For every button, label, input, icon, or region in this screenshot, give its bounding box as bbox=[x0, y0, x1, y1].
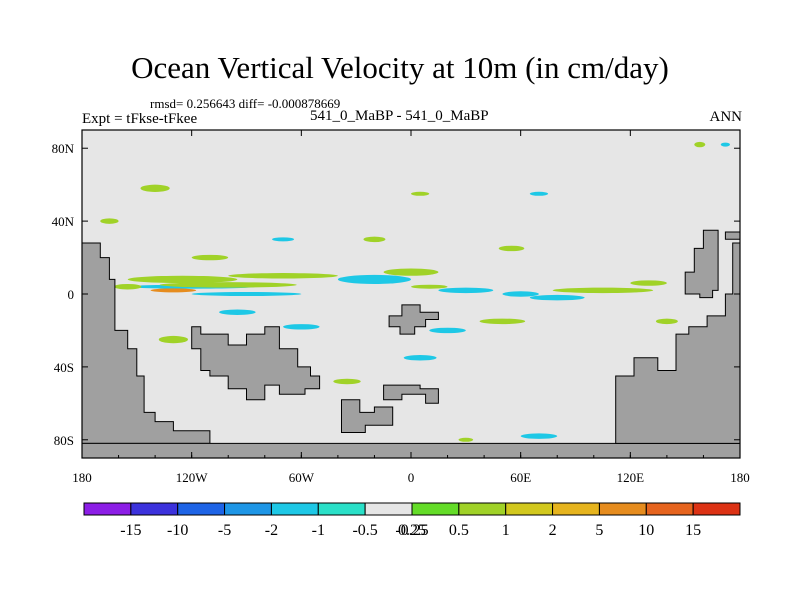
velocity-patch-22 bbox=[283, 324, 320, 330]
velocity-patch-11 bbox=[411, 284, 448, 289]
colorbar-label-8: 0.5 bbox=[449, 522, 469, 539]
stats-line: rmsd= 0.256643 diff= -0.000878669 bbox=[150, 96, 341, 111]
velocity-patch-18 bbox=[498, 245, 525, 252]
x-tick-label-0: 180 bbox=[72, 470, 92, 485]
velocity-patch-27 bbox=[333, 378, 361, 385]
x-tick-label-4: 60E bbox=[510, 470, 531, 485]
land-polygon-5 bbox=[82, 442, 740, 458]
y-tick-label-4: 80S bbox=[54, 433, 74, 448]
x-tick-label-1: 120W bbox=[176, 470, 209, 485]
colorbar-swatch-3 bbox=[224, 502, 272, 516]
colorbar-swatch-7 bbox=[411, 502, 460, 516]
velocity-patch-19 bbox=[655, 318, 678, 325]
velocity-patch-14 bbox=[529, 294, 585, 301]
velocity-patch-20 bbox=[363, 236, 386, 243]
x-tick-label-3: 0 bbox=[408, 470, 415, 485]
colorbar-swatch-0 bbox=[83, 502, 132, 516]
velocity-patch-24 bbox=[429, 327, 466, 334]
colorbar-swatch-6 bbox=[364, 502, 413, 516]
velocity-patch-26 bbox=[403, 355, 437, 361]
colorbar-swatch-2 bbox=[177, 502, 226, 516]
y-tick-label-2: 0 bbox=[68, 287, 75, 302]
velocity-patch-5 bbox=[191, 292, 302, 296]
chart-title: Ocean Vertical Velocity at 10m (in cm/da… bbox=[131, 50, 669, 85]
colorbar-label-4: -1 bbox=[312, 522, 325, 539]
colorbar-label-2: -5 bbox=[218, 522, 231, 539]
velocity-patch-35 bbox=[529, 191, 549, 196]
colorbar-swatch-9 bbox=[505, 502, 554, 516]
velocity-patch-0 bbox=[140, 184, 170, 192]
velocity-patch-9 bbox=[383, 268, 439, 276]
y-tick-label-3: 40S bbox=[54, 360, 74, 375]
land-polygon-1 bbox=[191, 326, 321, 401]
velocity-patch-6 bbox=[150, 288, 197, 293]
velocity-patch-4 bbox=[228, 273, 338, 279]
land-polygon-7 bbox=[684, 229, 719, 299]
velocity-patch-10 bbox=[438, 287, 494, 294]
velocity-patch-15 bbox=[630, 280, 667, 286]
colorbar-label-6: -0.25 bbox=[395, 522, 428, 539]
colorbar-label-9: 1 bbox=[502, 522, 510, 539]
velocity-patch-32 bbox=[694, 141, 706, 148]
velocity-patch-12 bbox=[502, 291, 539, 297]
velocity-patch-13 bbox=[552, 287, 654, 294]
colorbar-label-11: 5 bbox=[595, 522, 603, 539]
velocity-patch-1 bbox=[127, 275, 238, 284]
axis-ticks: 180 120W 60W 0 60E 120E 180 80N 40N 0 40S 80S bbox=[52, 130, 750, 485]
velocity-field bbox=[100, 141, 730, 442]
colorbar-label-1: -10 bbox=[167, 522, 188, 539]
land-polygon-2 bbox=[388, 304, 439, 335]
case-label: 541_0_MaBP - 541_0_MaBP bbox=[310, 108, 489, 124]
colorbar: -15 -10 -5 -2 -1 -0.5 -0.250.25 0.5 1 2 5 10 15 bbox=[83, 502, 741, 539]
colorbar-swatch-12 bbox=[645, 502, 694, 516]
colorbar-label-10: 2 bbox=[549, 522, 557, 539]
velocity-patch-28 bbox=[520, 433, 558, 439]
velocity-patch-7 bbox=[113, 283, 142, 290]
land-polygon-0 bbox=[82, 130, 211, 444]
colorbar-label-5: -0.5 bbox=[352, 522, 377, 539]
velocity-patch-23 bbox=[219, 309, 256, 315]
velocity-patch-21 bbox=[158, 335, 189, 344]
y-tick-label-1: 40N bbox=[52, 214, 75, 229]
velocity-patch-17 bbox=[272, 237, 295, 242]
colorbar-swatch-1 bbox=[130, 502, 179, 516]
velocity-patch-34 bbox=[411, 191, 430, 196]
colorbar-label-3: -2 bbox=[265, 522, 278, 539]
colorbar-swatch-10 bbox=[552, 502, 600, 516]
colorbar-label-13: 15 bbox=[685, 522, 701, 539]
velocity-patch-36 bbox=[100, 218, 119, 224]
colorbar-label-7: 0.25 bbox=[398, 522, 426, 539]
velocity-patch-33 bbox=[720, 142, 730, 147]
y-tick-label-0: 80N bbox=[52, 141, 75, 156]
velocity-patch-16 bbox=[191, 254, 229, 261]
colorbar-label-0: -15 bbox=[120, 522, 141, 539]
season-label: ANN bbox=[709, 109, 743, 125]
colorbar-swatch-4 bbox=[270, 502, 319, 516]
colorbar-swatch-13 bbox=[692, 502, 741, 516]
velocity-patch-3 bbox=[159, 282, 297, 288]
land-polygon-6 bbox=[615, 242, 740, 444]
experiment-label: Expt = tFkse-tFkee bbox=[82, 111, 198, 127]
land-polygon-4 bbox=[383, 384, 439, 404]
x-tick-label-5: 120E bbox=[617, 470, 645, 485]
colorbar-swatch-11 bbox=[598, 502, 647, 516]
land-polygon-3 bbox=[341, 399, 394, 433]
land-mask bbox=[82, 130, 740, 458]
colorbar-swatch-5 bbox=[317, 502, 366, 516]
x-tick-label-6: 180 bbox=[730, 470, 750, 485]
colorbar-label-12: 10 bbox=[638, 522, 654, 539]
velocity-patch-8 bbox=[337, 274, 412, 284]
colorbar-swatch-8 bbox=[458, 502, 507, 516]
velocity-patch-29 bbox=[458, 437, 474, 442]
land-polygon-8 bbox=[724, 231, 740, 240]
x-tick-label-2: 60W bbox=[289, 470, 315, 485]
velocity-patch-25 bbox=[479, 318, 526, 325]
